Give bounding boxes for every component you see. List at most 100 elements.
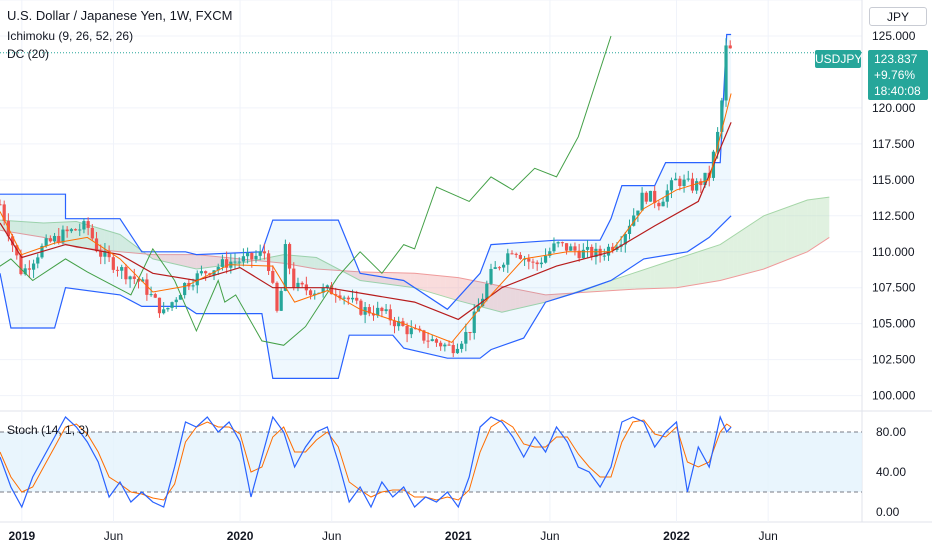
cloud-segment (597, 283, 603, 292)
cloud-segment (270, 256, 275, 263)
cloud-segment (65, 221, 70, 246)
cloud-segment (414, 273, 419, 290)
candle-body (585, 246, 590, 250)
cloud-segment (161, 254, 166, 262)
candle-body (153, 294, 157, 298)
cloud-segment (676, 257, 681, 288)
candle-body (2, 204, 6, 221)
stoch-legend[interactable]: Stoch (14, 1, 3) (7, 423, 90, 437)
cloud-segment (436, 275, 441, 296)
x-tick-label: Jun (758, 529, 777, 543)
cloud-segment (820, 197, 825, 244)
donchian-channel (0, 33, 732, 379)
donchian-legend[interactable]: DC (20) (7, 47, 50, 61)
cloud-segment (624, 274, 629, 290)
cloud-segment (467, 279, 472, 305)
cloud-segment (152, 254, 158, 260)
cloud-segment (196, 254, 201, 270)
cloud-segment (200, 255, 206, 269)
candle-body (481, 298, 485, 307)
symbol-title: U.S. Dollar / Japanese Yen, 1W, FXCM (7, 8, 233, 23)
leading-span-b (0, 229, 830, 296)
cloud-segment (349, 271, 354, 278)
cloud-segment (750, 221, 756, 273)
candle-body (162, 309, 166, 314)
cloud-segment (192, 254, 197, 270)
candle-body (497, 267, 502, 269)
stoch-band (0, 432, 862, 492)
candle-body (313, 293, 317, 296)
y-tick-label: 110.000 (872, 245, 915, 259)
candle-body (476, 306, 481, 312)
cloud-segment (715, 244, 721, 282)
cloud-segment (654, 264, 660, 289)
cloud-segment (100, 228, 105, 251)
x-tick-label: 2021 (445, 529, 472, 543)
currency-button[interactable]: JPY (869, 7, 927, 26)
candle-body (636, 210, 640, 216)
cloud-segment (318, 258, 323, 270)
candle-body (241, 256, 246, 262)
cloud-segment (475, 281, 481, 307)
cloud-segment (515, 288, 520, 310)
candle-body (724, 45, 728, 101)
cloud-segment (536, 293, 542, 305)
cloud-segment (680, 256, 686, 287)
candle-body (695, 181, 699, 191)
candle-body (602, 255, 606, 257)
cloud-segment (733, 233, 738, 278)
candle-body (132, 276, 136, 279)
candle-body (648, 190, 653, 202)
last-price-value: 123.837 (874, 52, 918, 66)
cloud-segment (602, 281, 607, 292)
candle-body (627, 225, 632, 234)
cloud-segment (213, 256, 219, 267)
candle-body (103, 251, 107, 257)
candle-body (716, 131, 720, 152)
cloud-segment (645, 267, 651, 289)
cloud-segment (401, 272, 406, 287)
candle-body (204, 271, 208, 274)
candle-body (728, 45, 732, 49)
candle-body (279, 290, 283, 311)
cloud-segment (309, 256, 315, 269)
candle-body (384, 309, 388, 312)
cloud-segment (545, 294, 550, 303)
candle-body (149, 294, 153, 296)
cloud-segment (632, 271, 638, 290)
candle-body (90, 227, 94, 239)
candle-body (653, 190, 657, 203)
candle-body (283, 244, 287, 291)
candle-body (552, 243, 556, 252)
candle-body (518, 254, 522, 259)
cloud-segment (615, 277, 620, 291)
candle-body (493, 267, 497, 269)
cloud-segment (183, 254, 188, 268)
candle-body (632, 215, 636, 226)
candle-body (78, 229, 82, 231)
candle-body (31, 263, 36, 270)
cloud-segment (811, 198, 817, 249)
cloud-segment (672, 258, 677, 288)
cloud-segment (737, 230, 742, 276)
candle-body (57, 235, 61, 243)
candle-body (376, 307, 380, 316)
donchian-fill (0, 34, 732, 379)
candle-body (346, 297, 350, 300)
cloud-segment (519, 289, 524, 309)
cloud-segment (301, 256, 306, 268)
candle-body (359, 300, 363, 315)
candle-body (19, 255, 23, 275)
cloud-segment (685, 254, 690, 287)
y-tick-label: 105.000 (872, 317, 916, 331)
cloud-segment (440, 275, 446, 297)
candle-body (120, 267, 124, 271)
candle-body (644, 192, 648, 202)
candle-body (682, 179, 686, 186)
stoch-tick-label: 0.00 (876, 505, 900, 519)
ichimoku-legend[interactable]: Ichimoku (9, 26, 52, 26) (7, 29, 134, 43)
candle-body (371, 313, 376, 316)
candle-body (124, 267, 128, 280)
cloud-segment (30, 222, 35, 236)
